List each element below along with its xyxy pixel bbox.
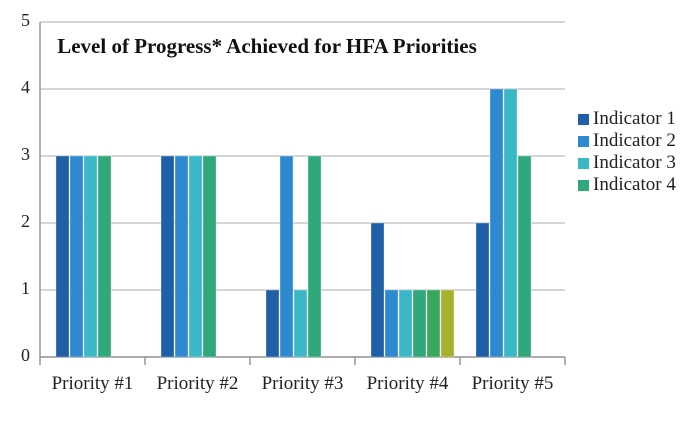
bar [69,155,84,358]
bar [265,289,280,358]
y-tick-label: 2 [21,211,30,231]
bar [489,88,504,358]
bar [475,222,490,358]
legend-swatch [578,114,589,125]
bar [97,155,112,358]
legend: Indicator 1 Indicator 2 Indicator 3 Indicat… [578,108,690,196]
legend-item: Indicator 4 [578,174,690,196]
y-tick-label: 3 [21,144,30,164]
x-tick-label: Priority #2 [156,373,239,394]
bar [202,155,217,358]
legend-swatch [578,136,589,147]
legend-item: Indicator 3 [578,152,690,174]
bar [160,155,175,358]
legend-swatch [578,180,589,191]
legend-item: Indicator 2 [578,130,690,152]
x-tick-label: Priority #1 [51,373,134,394]
legend-label: Indicator 1 [593,108,676,129]
legend-label: Indicator 4 [593,174,676,195]
bar [279,155,294,358]
y-tick-label: 4 [21,77,30,97]
bar [412,289,427,358]
bar [517,155,532,358]
chart-title: Level of Progress* Achieved for HFA Prio… [57,34,477,58]
x-tick-label: Priority #4 [366,373,449,394]
legend-item: Indicator 1 [578,108,690,130]
legend-swatch [578,158,589,169]
bar [384,289,399,358]
bar [83,155,98,358]
bar [370,222,385,358]
bar [55,155,70,358]
bar [440,289,455,358]
legend-label: Indicator 3 [593,152,676,173]
bar [398,289,413,358]
bar [188,155,203,358]
x-tick-label: Priority #3 [261,373,344,394]
x-tick-label: Priority #5 [471,373,554,394]
y-tick-label: 0 [21,345,30,365]
bar [293,289,308,358]
legend-label: Indicator 2 [593,130,676,151]
bar [174,155,189,358]
bar [307,155,322,358]
bar [503,88,518,358]
bar [426,289,441,358]
y-tick-label: 5 [21,10,30,30]
y-tick-label: 1 [21,278,30,298]
